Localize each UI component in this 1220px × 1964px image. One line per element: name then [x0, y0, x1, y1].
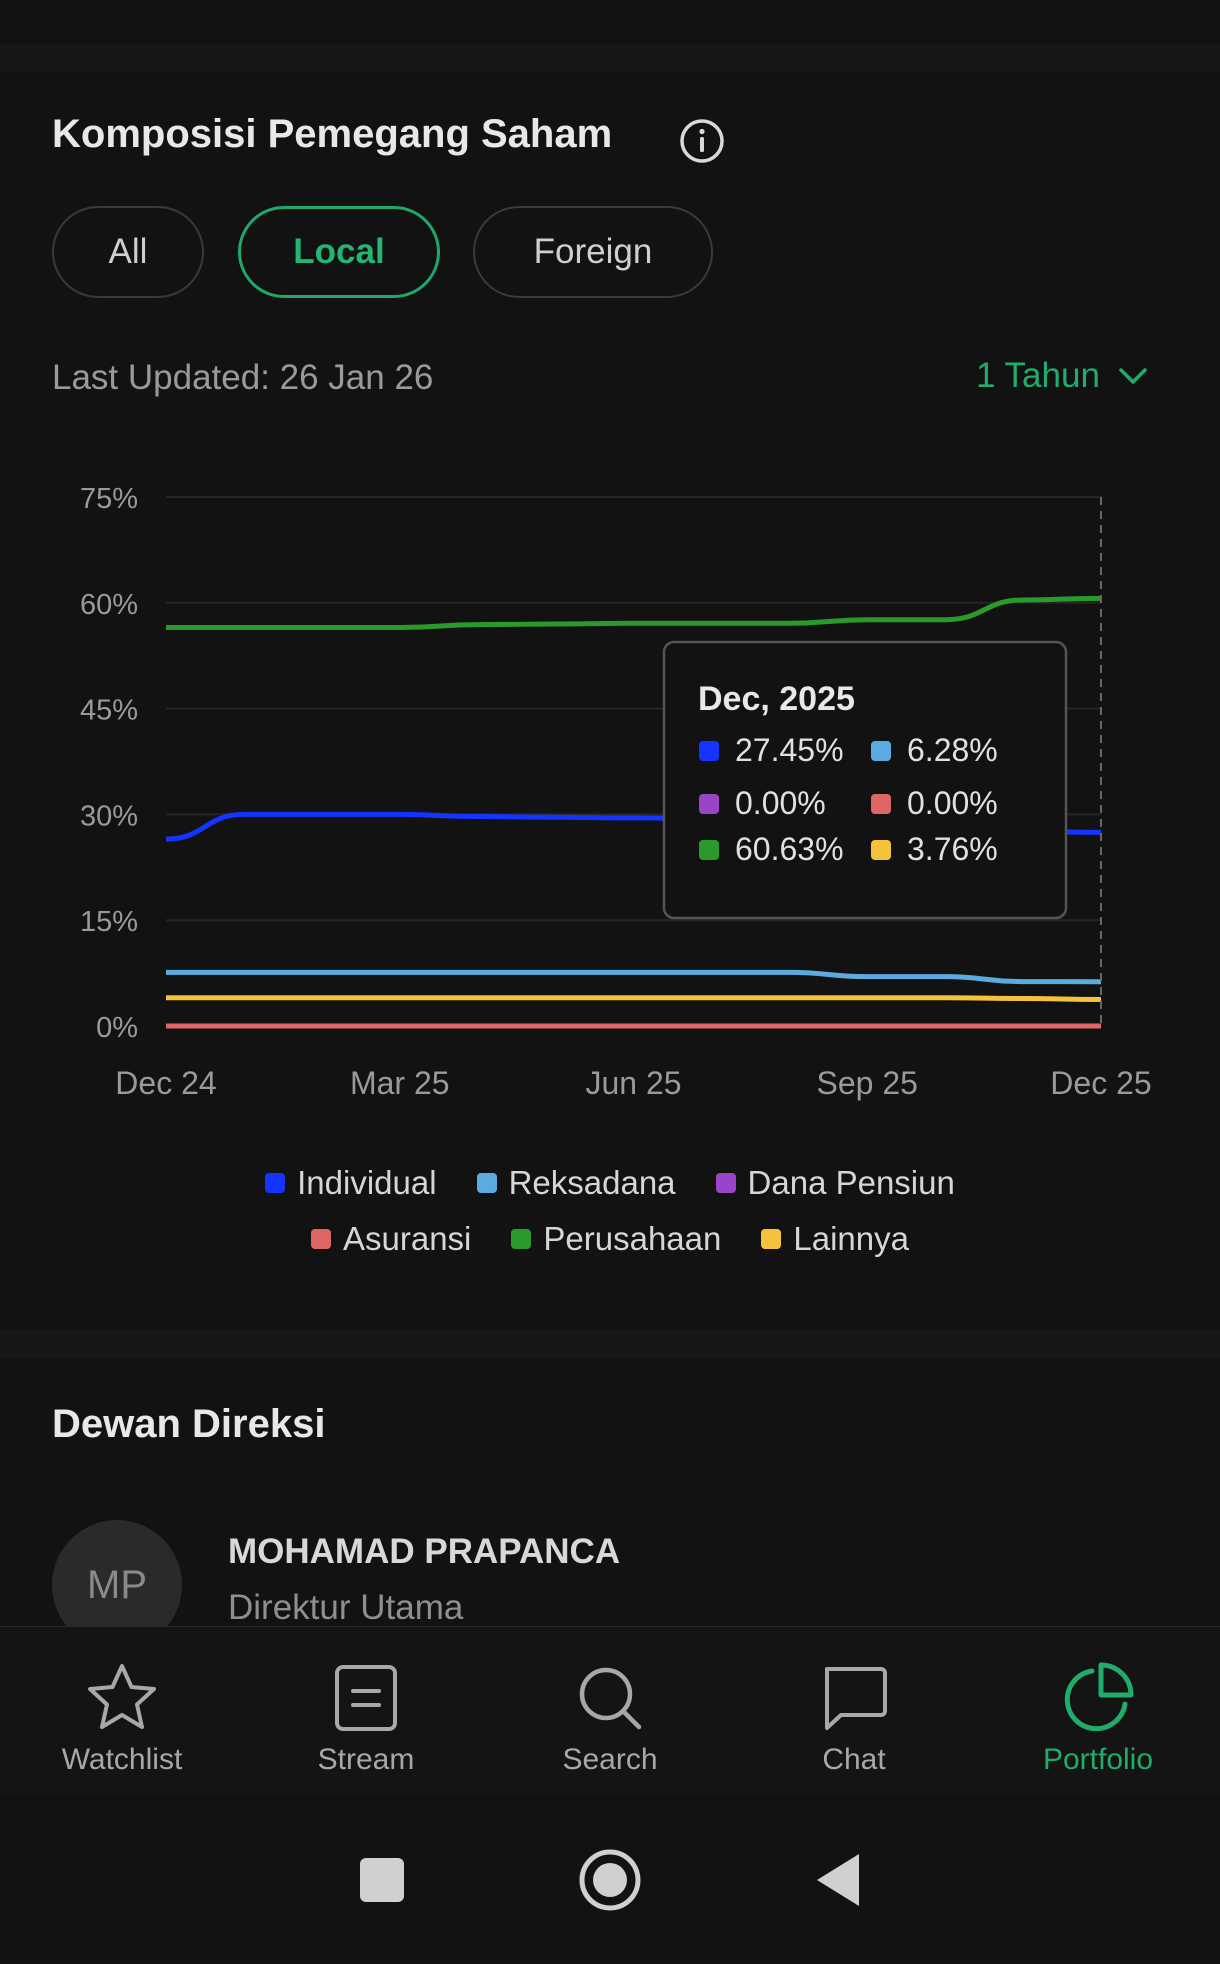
tooltip-swatch — [871, 794, 891, 814]
x-tick-label: Sep 25 — [817, 1065, 918, 1101]
filter-all[interactable]: All — [52, 206, 204, 298]
legend-row: Asuransi Perusahaan Lainnya — [0, 1220, 1220, 1258]
legend-item-dana-pensiun[interactable]: Dana Pensiun — [715, 1164, 955, 1202]
y-tick-label: 75% — [80, 483, 138, 515]
shareholder-chart: 0% 15% 30% 45% 60% 75% Dec 24 Mar 25 Jun 25 Sep … — [80, 483, 1152, 1101]
legend-label: Reksadana — [508, 1164, 676, 1201]
pie-chart-icon — [1064, 1662, 1134, 1732]
nav-chat[interactable]: Chat — [732, 1627, 976, 1796]
filter-local[interactable]: Local — [238, 206, 440, 298]
nav-label: Stream — [317, 1743, 415, 1776]
legend-swatch — [311, 1229, 331, 1249]
section-title: Komposisi Pemegang Saham — [52, 112, 613, 156]
legend-label: Individual — [297, 1164, 437, 1201]
legend-swatch — [476, 1173, 497, 1193]
person-role: Direktur Utama — [228, 1588, 464, 1627]
home-icon[interactable] — [577, 1847, 643, 1913]
legend-label: Perusahaan — [543, 1220, 722, 1257]
tooltip-swatch — [699, 840, 719, 860]
nav-portfolio[interactable]: Portfolio — [976, 1627, 1220, 1796]
legend-swatch — [715, 1173, 736, 1193]
chevron-down-icon — [1119, 368, 1147, 384]
legend-item-asuransi[interactable]: Asuransi — [311, 1220, 471, 1258]
legend-swatch — [265, 1173, 286, 1193]
y-tick-label: 60% — [80, 589, 138, 621]
y-tick-label: 0% — [96, 1012, 138, 1044]
nav-label: Watchlist — [61, 1743, 183, 1776]
nav-stream[interactable]: Stream — [244, 1627, 488, 1796]
status-bar-area — [0, 0, 1220, 48]
section-divider — [0, 44, 1220, 72]
legend-item-reksadana[interactable]: Reksadana — [476, 1164, 676, 1202]
legend-item-individual[interactable]: Individual — [265, 1164, 437, 1202]
tooltip-title: Dec, 2025 — [698, 680, 855, 718]
nav-label: Chat — [822, 1743, 886, 1776]
legend-swatch — [761, 1229, 782, 1249]
y-tick-label: 30% — [80, 800, 138, 832]
tooltip-swatch — [871, 840, 891, 860]
back-icon[interactable] — [813, 1852, 863, 1908]
tooltip-value: 3.76% — [907, 831, 998, 867]
chat-icon — [825, 1667, 887, 1730]
legend-swatch — [511, 1229, 532, 1249]
tooltip-swatch — [699, 741, 719, 761]
tooltip-value: 6.28% — [907, 732, 998, 768]
filter-foreign[interactable]: Foreign — [473, 206, 713, 298]
stream-icon — [335, 1665, 397, 1731]
search-icon — [579, 1667, 642, 1730]
star-icon — [88, 1664, 156, 1729]
x-tick-label: Dec 24 — [115, 1065, 216, 1101]
legend-row: Individual Reksadana Dana Pensiun — [0, 1164, 1220, 1202]
tooltip-value: 0.00% — [907, 785, 998, 821]
x-tick-label: Mar 25 — [350, 1065, 450, 1101]
person-name[interactable]: MOHAMAD PRAPANCA — [228, 1532, 621, 1571]
y-tick-label: 45% — [80, 695, 138, 727]
y-tick-label: 15% — [80, 906, 138, 938]
x-tick-label: Dec 25 — [1050, 1065, 1151, 1101]
x-tick-label: Jun 25 — [585, 1065, 681, 1101]
legend-label: Asuransi — [343, 1220, 472, 1257]
period-selector[interactable]: 1 Tahun — [976, 356, 1148, 396]
tooltip-value: 0.00% — [735, 785, 826, 821]
last-updated: Last Updated: 26 Jan 26 — [52, 358, 434, 397]
nav-label: Portfolio — [1042, 1743, 1154, 1776]
series-line-reksadana — [165, 969, 1102, 985]
series-line-perusahaan — [166, 595, 1102, 630]
legend-item-lainnya[interactable]: Lainnya — [761, 1220, 909, 1258]
tooltip-swatch — [871, 741, 891, 761]
info-icon[interactable] — [678, 117, 726, 165]
tooltip-value: 60.63% — [735, 831, 844, 867]
chart-tooltip: Dec, 2025 27.45% 6.28% 0.00% 0.00% 60.63% 3.7… — [662, 640, 1068, 920]
bottom-nav: Watchlist Stream Search Chat Portfolio — [0, 1626, 1220, 1796]
nav-watchlist[interactable]: Watchlist — [0, 1627, 244, 1796]
tooltip-value: 27.45% — [735, 732, 844, 768]
section-divider — [0, 1330, 1220, 1358]
system-nav-bar — [0, 1796, 1220, 1964]
nav-label: Search — [562, 1743, 658, 1776]
board-title: Dewan Direksi — [52, 1402, 326, 1446]
period-label: 1 Tahun — [976, 356, 1100, 395]
series-line-lainnya — [165, 995, 1102, 1002]
legend-item-perusahaan[interactable]: Perusahaan — [511, 1220, 721, 1258]
nav-search[interactable]: Search — [488, 1627, 732, 1796]
tooltip-swatch — [699, 794, 719, 814]
recents-icon[interactable] — [357, 1855, 407, 1905]
legend-label: Lainnya — [793, 1220, 909, 1257]
legend-label: Dana Pensiun — [747, 1164, 955, 1201]
